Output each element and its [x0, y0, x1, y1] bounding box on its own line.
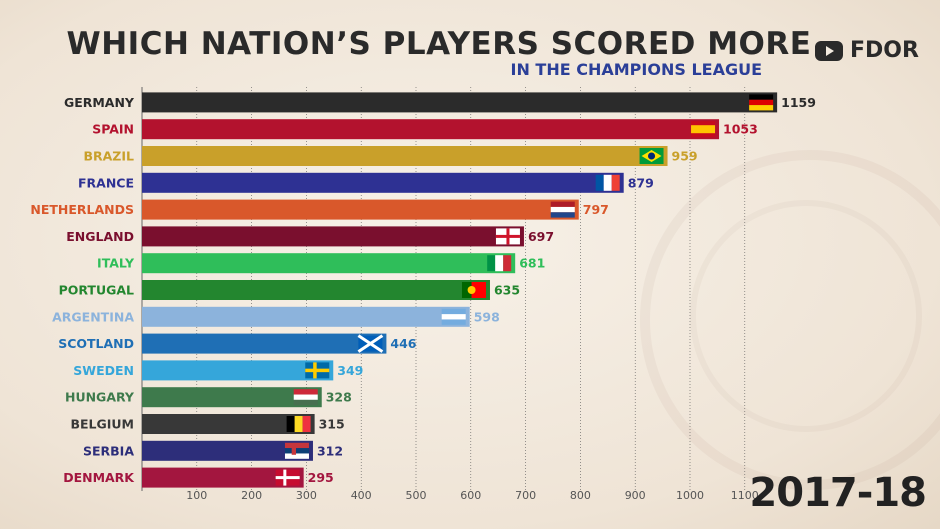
watermark-logo-inner — [690, 200, 922, 432]
category-label: BRAZIL — [83, 149, 134, 164]
x-tick-label: 400 — [351, 489, 372, 502]
value-label: 879 — [628, 175, 654, 190]
category-label: PORTUGAL — [59, 283, 134, 298]
x-tick-label: 500 — [406, 489, 427, 502]
youtube-icon — [815, 40, 843, 61]
watermark-logo — [640, 150, 940, 490]
x-tick-label: 1000 — [676, 489, 704, 502]
value-label: 446 — [390, 336, 416, 351]
category-label: NETHERLANDS — [30, 202, 134, 217]
category-label: SPAIN — [92, 122, 134, 137]
value-label: 635 — [494, 283, 520, 298]
value-label: 959 — [672, 149, 698, 164]
value-label: 328 — [326, 390, 352, 405]
spain-flag — [691, 121, 716, 138]
value-label: 681 — [519, 256, 545, 271]
value-label: 1159 — [781, 95, 816, 110]
value-label: 295 — [308, 470, 334, 485]
value-label: 349 — [337, 363, 363, 378]
x-tick-label: 300 — [296, 489, 317, 502]
sweden-flag — [305, 362, 330, 379]
x-tick-label: 600 — [460, 489, 481, 502]
value-label: 1053 — [723, 122, 758, 137]
x-tick-label: 100 — [186, 489, 207, 502]
year-label: 2017-18 — [749, 470, 927, 516]
category-label: FRANCE — [78, 175, 134, 190]
denmark-flag — [275, 469, 300, 486]
germany-flag — [749, 94, 774, 111]
brand-name: FDOR — [850, 38, 919, 63]
category-label: BELGIUM — [70, 417, 134, 432]
category-label: ARGENTINA — [52, 309, 134, 324]
chart-title: WHICH NATION’S PLAYERS SCORED MORE — [66, 26, 812, 62]
bar-scotland — [142, 333, 387, 354]
bar-germany — [142, 92, 778, 113]
x-tick-label: 900 — [625, 489, 646, 502]
category-label: DENMARK — [63, 470, 135, 485]
value-label: 312 — [317, 443, 343, 458]
brazil-flag — [639, 148, 664, 164]
netherlands-flag — [550, 201, 575, 218]
serbia-flag — [284, 442, 309, 459]
france-flag — [595, 174, 620, 191]
x-tick-label: 200 — [241, 489, 262, 502]
bar-france — [142, 172, 624, 193]
portugal-flag — [461, 282, 486, 298]
bar-denmark — [142, 467, 304, 488]
bar-spain — [142, 119, 720, 140]
italy-flag — [487, 255, 512, 272]
category-label: HUNGARY — [65, 390, 135, 405]
brand[interactable]: FDOR — [815, 38, 919, 63]
bar-england — [142, 226, 524, 247]
category-label: SCOTLAND — [58, 336, 134, 351]
value-label: 697 — [528, 229, 554, 244]
bar-italy — [142, 253, 516, 274]
chart-subtitle: IN THE CHAMPIONS LEAGUE — [510, 60, 762, 79]
scotland-flag — [357, 334, 384, 353]
category-label: SERBIA — [83, 443, 134, 458]
x-tick-label: 700 — [515, 489, 536, 502]
bar-hungary — [142, 387, 322, 408]
bar-brazil — [142, 146, 668, 166]
x-tick-label: 800 — [570, 489, 591, 502]
value-label: 315 — [319, 417, 345, 432]
category-label: ENGLAND — [66, 229, 134, 244]
bar-serbia — [142, 440, 313, 461]
bar-belgium — [142, 414, 315, 434]
hungary-flag — [293, 389, 318, 406]
argentina-flag — [441, 308, 466, 325]
bar-argentina — [142, 306, 470, 327]
bar-portugal — [142, 280, 490, 300]
belgium-flag — [286, 416, 311, 432]
category-label: ITALY — [97, 256, 135, 271]
bar-netherlands — [142, 199, 579, 220]
value-label: 797 — [583, 202, 609, 217]
england-flag — [495, 228, 520, 245]
category-label: SWEDEN — [73, 363, 134, 378]
value-label: 598 — [474, 309, 500, 324]
category-label: GERMANY — [64, 95, 135, 110]
x-tick-label: 1100 — [731, 489, 759, 502]
bar-sweden — [142, 360, 334, 381]
